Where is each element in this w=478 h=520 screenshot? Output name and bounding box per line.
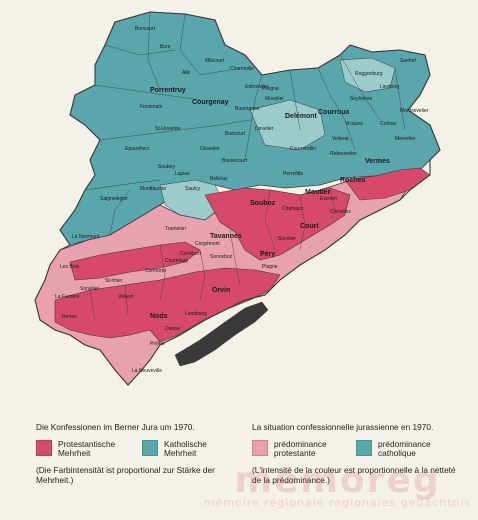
commune-label: Plagne [262, 264, 278, 270]
commune-label: Soubey [158, 164, 175, 170]
commune-label: Souboz [250, 200, 276, 207]
commune-label: Champoz [282, 206, 304, 212]
commune-label: Bure [160, 44, 171, 50]
legend-label-line2: protestante [274, 448, 316, 458]
commune-label: Lamboing [185, 311, 207, 317]
commune-label: Les Bois [60, 264, 80, 270]
lake-of-biel [174, 301, 269, 367]
commune-label: Soyhières [350, 96, 373, 102]
commune-label: Sonceboz [210, 254, 233, 260]
commune-label: Montsevelier [400, 108, 429, 114]
legend-item-protestant-majority: Protestantische Mehrheit [36, 440, 115, 458]
commune-label: Boncourt [135, 26, 156, 32]
commune-label: Bassecourt [222, 158, 248, 164]
commune-label: Bourrignon [235, 106, 260, 112]
commune-label: Miécourt [205, 58, 225, 64]
jura-outer-border [34, 11, 441, 386]
commune-label: Vermes [365, 158, 390, 165]
commune-label: St-Imier [105, 278, 123, 284]
commune-label: Courgenay [192, 99, 229, 106]
protestant-region-tavannes-moutier [204, 187, 351, 261]
commune-label: Nods [150, 313, 168, 320]
commune-label: Glovelier [200, 146, 220, 152]
confession-map: Boncourt Bure Alle Miécourt Charmoille P… [34, 11, 441, 386]
commune-label: St-Ursanne [155, 126, 181, 132]
commune-label: Perrefitte [283, 171, 304, 177]
commune-label: Cortébert [180, 251, 201, 257]
note-fr: (L'intensité de la couleur est proportio… [252, 465, 456, 485]
commune-label: Cormoret [145, 268, 166, 274]
legend-label-line2: catholique [378, 448, 416, 458]
commune-label: Delémont [285, 113, 318, 120]
legend-item-catholic-majority: Katholische Mehrheit [142, 440, 207, 458]
commune-label: Moutier [305, 189, 331, 196]
commune-label: Saignelégier [100, 196, 128, 202]
commune-label: Péry [260, 251, 275, 258]
legend-item-catholic-predominance: prédominance catholique [356, 440, 431, 458]
commune-label: Court [300, 223, 319, 230]
legend-label-line2: Mehrheit [164, 448, 197, 458]
commune-label: Corcelles [330, 209, 351, 215]
commune-label: Rebeuvelier [330, 151, 357, 157]
commune-label: Villeret [118, 294, 134, 300]
legend-swatch-protestant-light [252, 440, 268, 456]
commune-label: Seehof [400, 58, 416, 64]
commune-label: Liesberg [380, 84, 399, 90]
commune-label: Pleigne [262, 86, 279, 92]
legend-label-line1: Protestantische [58, 439, 116, 449]
catholic-light-patch-laufen [339, 57, 396, 93]
commune-label: Eschert [320, 196, 338, 202]
commune-label: Mervelier [395, 136, 416, 142]
commune-label: Renan [62, 314, 77, 320]
commune-label: Charmoille [230, 66, 254, 72]
legend-label-line1: prédominance [378, 439, 431, 449]
commune-label: Develier [255, 126, 274, 132]
commune-label: Courrendlin [290, 146, 316, 152]
legend-label-line1: prédominance [274, 439, 327, 449]
watermark-subtitle: mémoire régionale regionales gedächtnis [203, 496, 472, 509]
commune-label: Sonvilier [80, 286, 100, 292]
commune-label: Movelier [265, 96, 284, 102]
commune-label: Courroux [318, 109, 350, 116]
commune-label: Prêles [150, 341, 165, 347]
commune-label: Epauvillers [125, 146, 150, 152]
legend-item-protestant-predominance: prédominance protestante [252, 440, 327, 458]
commune-label: Alle [182, 70, 191, 76]
commune-label: Tramelan [165, 226, 186, 232]
commune-label: Porrentruy [150, 87, 186, 94]
commune-labels: Boncourt Bure Alle Miécourt Charmoille P… [55, 26, 429, 374]
legend-label-line2: Mehrheit [58, 448, 91, 458]
commune-boundaries [84, 11, 406, 321]
commune-label: Lajoux [175, 171, 190, 177]
commune-label: Montfaucon [140, 186, 166, 192]
catholic-light-patch-delemont [249, 99, 326, 151]
caption-de: Die Konfessionen im Berner Jura um 1970. [36, 422, 195, 432]
legend-label-line1: Katholische [164, 439, 207, 449]
legend-swatch-catholic-light [356, 440, 372, 456]
caption-fr: La situation confessionnelle jurassienne… [252, 422, 434, 432]
commune-label: Le Noirmont [72, 234, 100, 240]
commune-label: Ederswiler [245, 84, 269, 90]
commune-label: La Ferrière [55, 294, 80, 300]
commune-label: Vellerat [332, 136, 349, 142]
legend-swatch-catholic [142, 440, 158, 456]
commune-label: Corban [380, 121, 397, 127]
protestant-region-st-imier-valley [69, 241, 201, 281]
commune-label: Fontenais [140, 104, 162, 110]
commune-label: La Neuveville [132, 368, 162, 374]
note-de: (Die Farbintensität ist proportional zur… [36, 465, 215, 485]
commune-label: Diesse [165, 326, 181, 332]
commune-label: Boécourt [225, 131, 246, 137]
commune-label: Corgémont [195, 241, 220, 247]
commune-label: Orvin [212, 287, 230, 294]
legend-swatch-protestant [36, 440, 52, 456]
commune-label: Saulcy [185, 186, 201, 192]
commune-label: Tavannes [210, 233, 242, 240]
commune-label: Bellelay [210, 176, 228, 182]
commune-label: Courtelary [165, 258, 189, 264]
commune-label: Roggenburg [355, 71, 383, 77]
commune-label: Vicques [345, 121, 363, 127]
commune-label: Sorvilier [278, 236, 296, 242]
commune-label: Roches [340, 177, 365, 184]
